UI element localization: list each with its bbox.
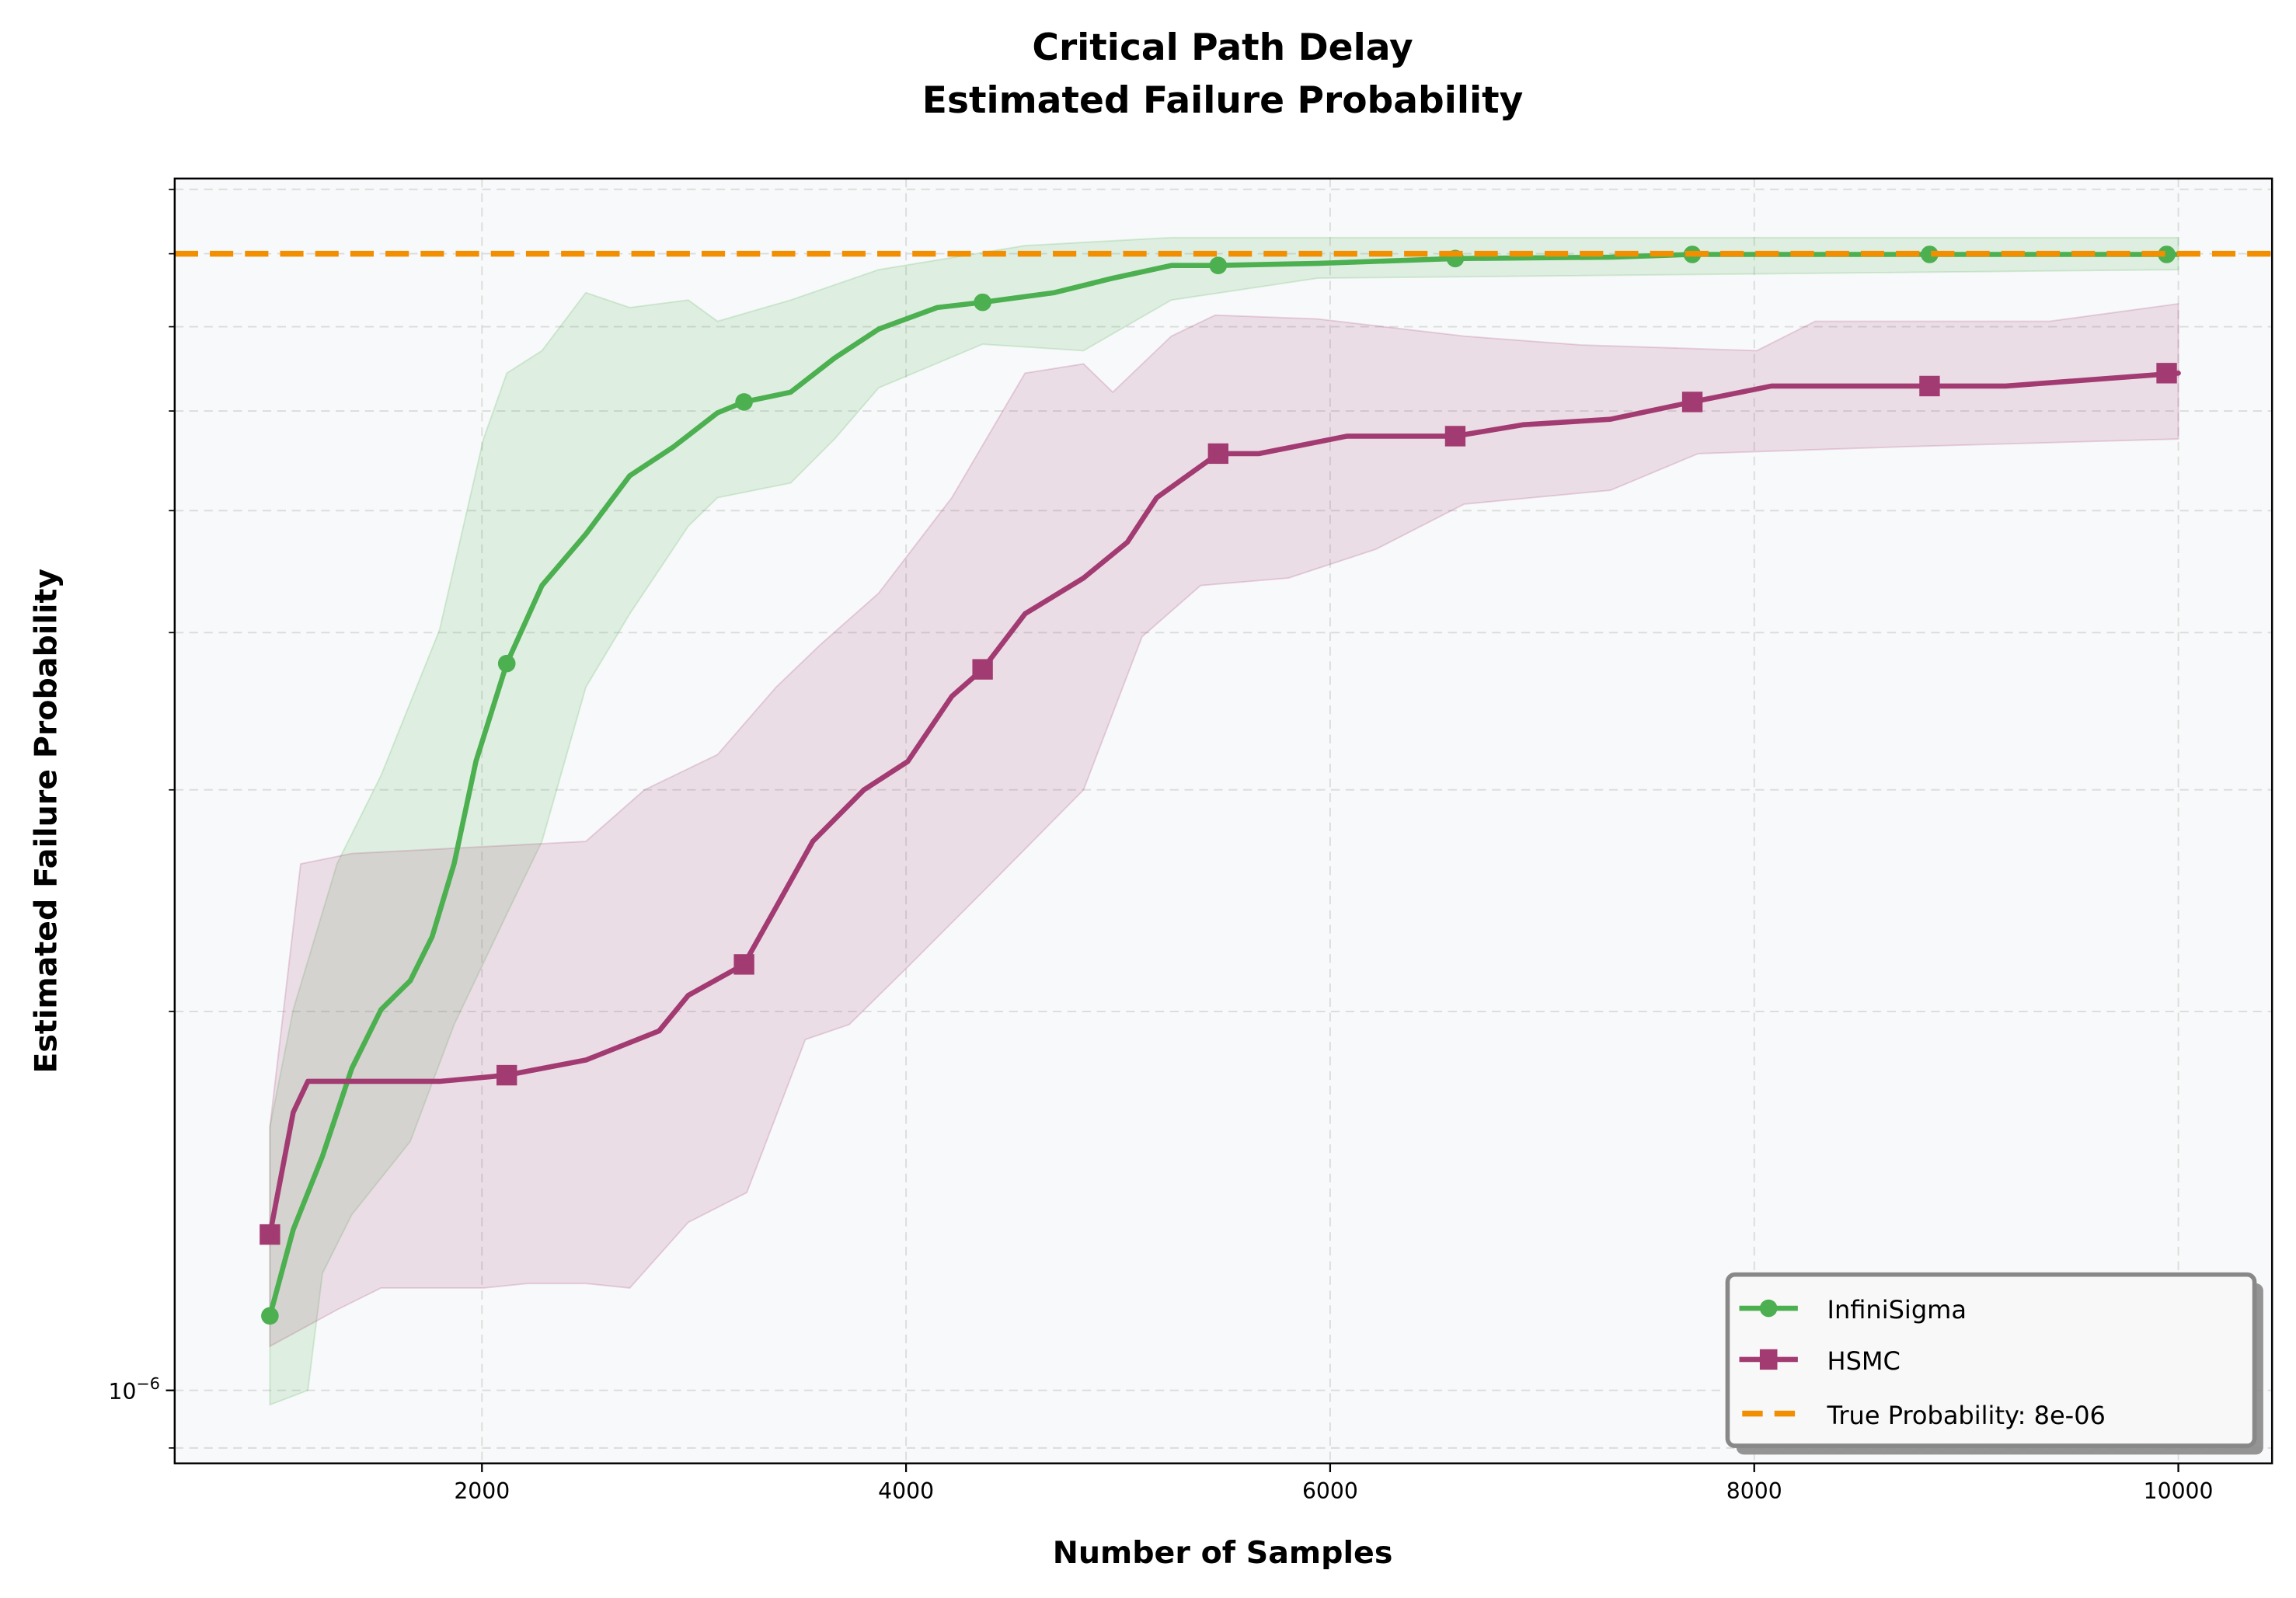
confidence-bands [269,236,2179,1406]
x-axis-label: Number of Samples [1053,1535,1393,1571]
marker-infinisigma [2158,245,2176,263]
axis-ticks: 2000 4000 6000 8000 10000 10−6 [109,188,2214,1504]
marker-infinisigma [735,393,753,411]
legend-label-true-probability: True Probability: 8e-06 [1827,1401,2106,1430]
marker-hsmc [1681,392,1703,413]
y-tick-label: 10−6 [109,1374,161,1405]
x-tick-label: 6000 [1302,1478,1358,1504]
legend-square-marker-icon [1759,1349,1778,1370]
marker-hsmc [1919,375,1940,397]
line-infinisigma [267,252,2181,1319]
y-axis-label: Estimated Failure Probability [28,569,64,1074]
x-tick-label: 4000 [878,1478,934,1504]
marker-hsmc [1207,443,1229,465]
band-infinisigma [269,236,2179,1406]
legend-label-hsmc: HSMC [1827,1346,1901,1376]
line-hsmc [267,371,2181,1238]
x-tick-label: 10000 [2144,1478,2214,1504]
marker-infinisigma [261,1307,279,1325]
marker-hsmc [2156,363,2177,384]
marker-hsmc [972,659,993,680]
x-tick-label: 2000 [454,1478,510,1504]
chart-title-line-1: Critical Path Delay [1032,26,1413,69]
marker-infinisigma [1921,245,1939,263]
marker-infinisigma [1209,256,1228,275]
marker-infinisigma [497,654,516,673]
marker-hsmc [733,954,754,975]
marker-hsmc [1444,426,1466,447]
axes-frame [173,177,2273,1464]
legend: InfiniSigma HSMC True Probability: 8e-06 [1725,1272,2263,1455]
marker-infinisigma [974,293,991,312]
legend-circle-marker-icon [1759,1299,1778,1318]
marker-hsmc [260,1224,280,1245]
x-tick-label: 8000 [1726,1478,1782,1504]
band-hsmc [269,302,2179,1348]
marker-hsmc [496,1064,517,1086]
legend-box [1725,1272,2257,1448]
legend-label-infinisigma: InfiniSigma [1827,1295,1967,1325]
chart-title-line-2: Estimated Failure Probability [922,79,1524,122]
series-lines [267,252,2181,1319]
